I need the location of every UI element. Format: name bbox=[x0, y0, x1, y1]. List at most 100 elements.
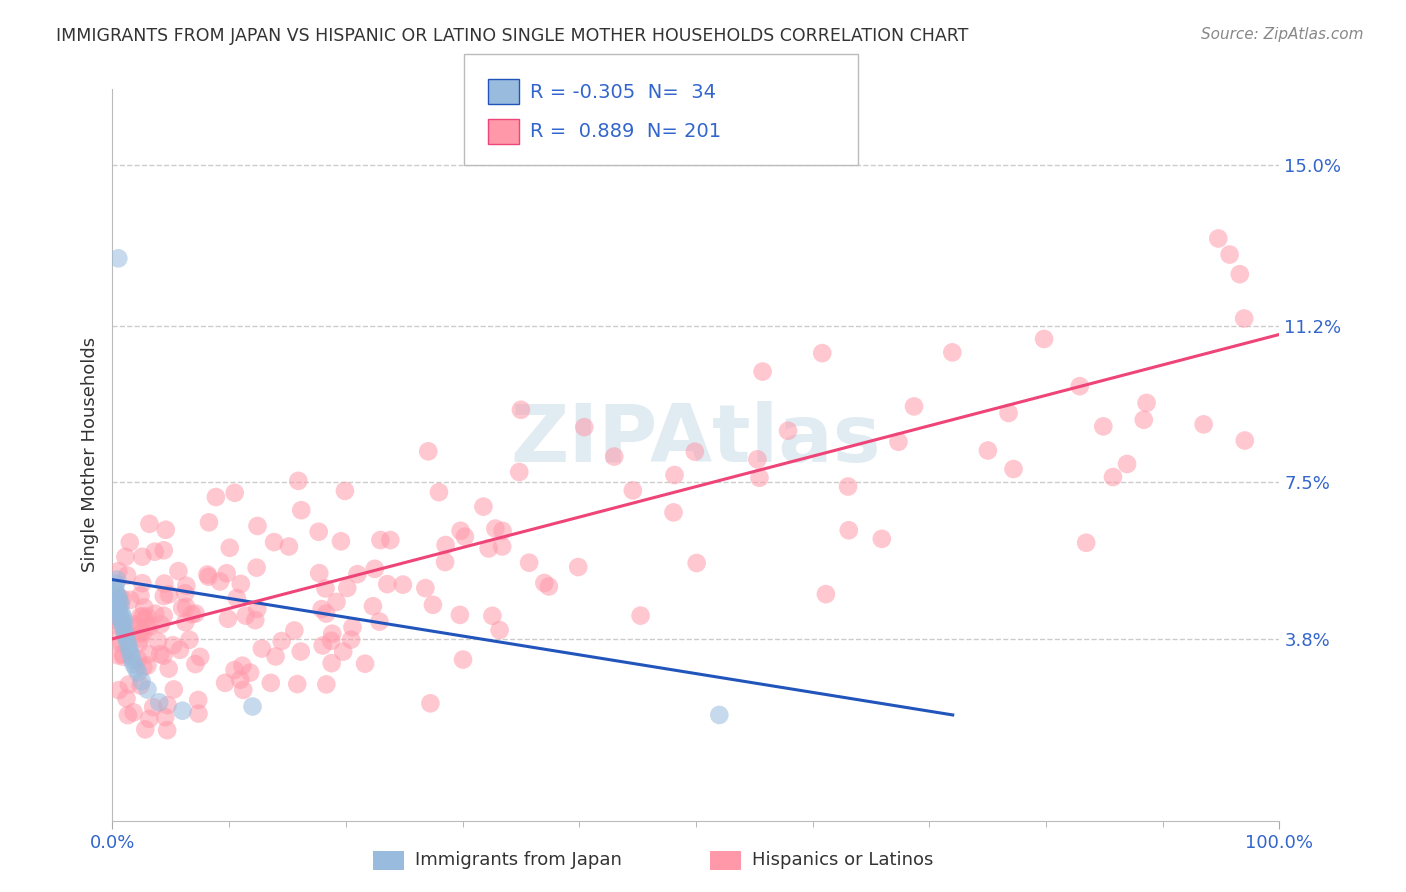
Point bbox=[246, 519, 269, 533]
Point bbox=[242, 699, 264, 714]
Point bbox=[107, 605, 129, 619]
Point bbox=[368, 615, 391, 629]
Point bbox=[181, 607, 204, 622]
Point bbox=[235, 608, 257, 623]
Point bbox=[134, 723, 156, 737]
Point bbox=[686, 556, 709, 570]
Point bbox=[132, 609, 155, 624]
Point bbox=[111, 591, 134, 606]
Point bbox=[491, 540, 513, 554]
Y-axis label: Single Mother Households: Single Mother Households bbox=[80, 337, 98, 573]
Point bbox=[107, 602, 129, 616]
Point bbox=[364, 562, 387, 576]
Text: Source: ZipAtlas.com: Source: ZipAtlas.com bbox=[1201, 27, 1364, 42]
Point bbox=[107, 595, 129, 609]
Point bbox=[156, 723, 179, 738]
Point bbox=[332, 645, 354, 659]
Point bbox=[246, 560, 269, 574]
Point bbox=[1102, 470, 1125, 484]
Point bbox=[1233, 434, 1256, 448]
Point bbox=[838, 523, 860, 537]
Point bbox=[197, 567, 219, 582]
Point bbox=[1219, 247, 1241, 261]
Point bbox=[887, 434, 910, 449]
Point bbox=[138, 712, 160, 726]
Point bbox=[155, 523, 177, 537]
Point bbox=[108, 607, 131, 621]
Point bbox=[434, 555, 457, 569]
Point bbox=[125, 619, 148, 633]
Point bbox=[107, 632, 129, 646]
Point bbox=[567, 560, 589, 574]
Point bbox=[287, 474, 309, 488]
Point bbox=[488, 623, 510, 637]
Point bbox=[509, 402, 531, 417]
Point bbox=[111, 619, 134, 633]
Point bbox=[139, 619, 162, 633]
Point bbox=[392, 577, 415, 591]
Point bbox=[239, 665, 262, 680]
Point bbox=[308, 566, 330, 581]
Point bbox=[246, 602, 269, 616]
Point bbox=[215, 566, 238, 581]
Point bbox=[138, 647, 160, 661]
Point bbox=[1002, 462, 1025, 476]
Point bbox=[149, 617, 172, 632]
Point bbox=[630, 608, 652, 623]
Point bbox=[380, 533, 402, 547]
Point bbox=[155, 710, 177, 724]
Point bbox=[110, 636, 132, 650]
Point bbox=[427, 485, 450, 500]
Point bbox=[120, 593, 142, 607]
Point bbox=[224, 663, 246, 677]
Point bbox=[118, 535, 141, 549]
Point bbox=[537, 580, 560, 594]
Point bbox=[129, 626, 152, 640]
Point bbox=[134, 612, 156, 626]
Point bbox=[128, 636, 150, 650]
Point bbox=[148, 695, 170, 709]
Point bbox=[115, 568, 138, 582]
Point bbox=[370, 533, 392, 547]
Point bbox=[138, 516, 160, 531]
Point bbox=[218, 541, 240, 555]
Point bbox=[152, 589, 174, 603]
Point bbox=[162, 638, 184, 652]
Point bbox=[290, 503, 312, 517]
Text: ZIPAtlas: ZIPAtlas bbox=[510, 401, 882, 479]
Point bbox=[1192, 417, 1215, 432]
Point bbox=[143, 544, 166, 558]
Point bbox=[111, 610, 134, 624]
Point bbox=[107, 619, 129, 633]
Point bbox=[108, 683, 131, 698]
Text: R = -0.305  N=  34: R = -0.305 N= 34 bbox=[530, 83, 716, 102]
Point bbox=[107, 610, 129, 624]
Point bbox=[517, 556, 540, 570]
Point bbox=[129, 609, 152, 624]
Point bbox=[533, 576, 555, 591]
Point bbox=[454, 530, 477, 544]
Point bbox=[167, 564, 190, 578]
Point bbox=[315, 607, 337, 621]
Point bbox=[333, 483, 356, 498]
Point bbox=[375, 577, 398, 591]
Point bbox=[225, 591, 247, 605]
Point bbox=[131, 674, 153, 689]
Point bbox=[231, 658, 253, 673]
Point bbox=[811, 346, 834, 360]
Point bbox=[870, 532, 893, 546]
Point bbox=[484, 522, 506, 536]
Point bbox=[122, 657, 145, 672]
Point bbox=[814, 587, 837, 601]
Point bbox=[132, 660, 155, 674]
Point bbox=[115, 622, 138, 636]
Point bbox=[136, 619, 159, 633]
Point bbox=[136, 682, 159, 697]
Point bbox=[1132, 413, 1154, 427]
Point bbox=[122, 706, 145, 720]
Point bbox=[179, 632, 201, 647]
Point bbox=[187, 706, 209, 721]
Point bbox=[419, 696, 441, 710]
Point bbox=[111, 615, 134, 629]
Point bbox=[224, 485, 246, 500]
